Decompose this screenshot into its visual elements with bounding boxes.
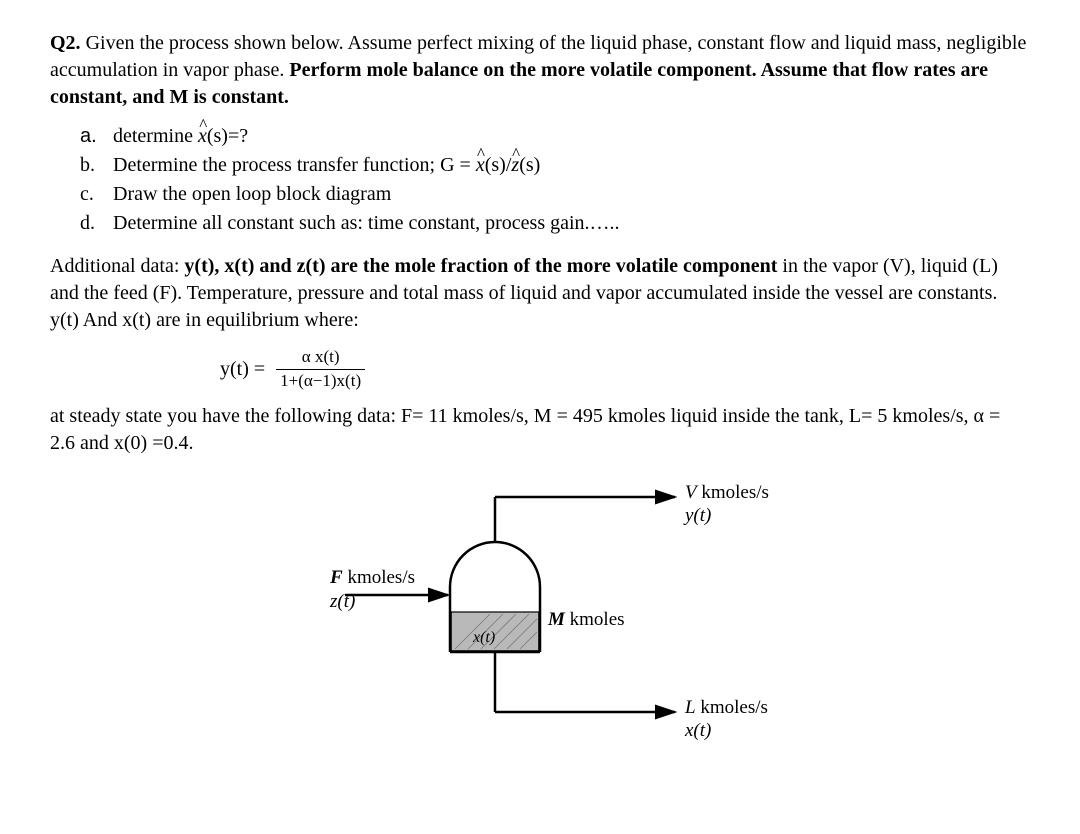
liquid-L: L bbox=[685, 697, 696, 718]
holdup-unit: kmoles bbox=[570, 609, 625, 630]
part-a-marker: a. bbox=[80, 123, 108, 150]
holdup-label: M kmoles bbox=[548, 607, 625, 633]
eq-fraction: α x(t) 1+(α−1)x(t) bbox=[276, 346, 365, 393]
vapor-V: V bbox=[685, 482, 697, 503]
additional-lead: Additional data: bbox=[50, 255, 184, 277]
eq-numerator: α x(t) bbox=[276, 346, 365, 370]
part-a: a. determine x(s)=? bbox=[80, 123, 1030, 150]
part-a-tail: (s)=? bbox=[207, 125, 248, 147]
eq-lhs: y(t) = bbox=[220, 356, 265, 383]
part-d-marker: d. bbox=[80, 210, 108, 237]
part-b-pre: Determine the process transfer function;… bbox=[113, 154, 476, 176]
part-b-marker: b. bbox=[80, 152, 108, 179]
liquid-label: L kmoles/s bbox=[685, 695, 768, 721]
additional-bold: y(t), x(t) and z(t) are the mole fractio… bbox=[184, 255, 777, 277]
equilibrium-equation: y(t) = α x(t) 1+(α−1)x(t) bbox=[220, 346, 1030, 393]
part-b-zhat: z bbox=[511, 152, 519, 179]
feed-z: z(t) bbox=[330, 589, 355, 615]
subparts-list: a. determine x(s)=? b. Determine the pro… bbox=[80, 123, 1030, 237]
part-c-marker: c. bbox=[80, 181, 108, 208]
feed-F: F bbox=[330, 567, 343, 588]
part-d: d. Determine all constant such as: time … bbox=[80, 210, 1030, 237]
part-c-text: Draw the open loop block diagram bbox=[113, 183, 391, 205]
holdup-M: M bbox=[548, 609, 565, 630]
part-a-pre: determine bbox=[113, 125, 198, 147]
part-b-tail: (s) bbox=[519, 154, 540, 176]
question-intro: Q2. Given the process shown below. Assum… bbox=[50, 30, 1030, 111]
additional-data: Additional data: y(t), x(t) and z(t) are… bbox=[50, 253, 1030, 334]
part-b: b. Determine the process transfer functi… bbox=[80, 152, 1030, 179]
question-label: Q2. bbox=[50, 32, 81, 54]
part-a-xhat: x bbox=[198, 123, 207, 150]
process-diagram: F kmoles/s z(t) V kmoles/s y(t) L kmoles… bbox=[190, 477, 890, 757]
vapor-label: V kmoles/s bbox=[685, 480, 769, 506]
vapor-unit: kmoles/s bbox=[701, 482, 769, 503]
steady-state-data: at steady state you have the following d… bbox=[50, 403, 1030, 457]
liquid-x: x(t) bbox=[685, 718, 711, 744]
feed-unit: kmoles/s bbox=[347, 567, 415, 588]
part-b-mid: (s)/ bbox=[485, 154, 512, 176]
feed-label: F kmoles/s bbox=[330, 565, 415, 591]
diagram-svg bbox=[190, 477, 890, 757]
eq-denominator: 1+(α−1)x(t) bbox=[276, 370, 365, 393]
vapor-y: y(t) bbox=[685, 503, 711, 529]
part-c: c. Draw the open loop block diagram bbox=[80, 181, 1030, 208]
part-d-text: Determine all constant such as: time con… bbox=[113, 212, 620, 234]
holdup-x: x(t) bbox=[473, 627, 495, 649]
part-b-xhat: x bbox=[476, 152, 485, 179]
liquid-unit: kmoles/s bbox=[700, 697, 768, 718]
